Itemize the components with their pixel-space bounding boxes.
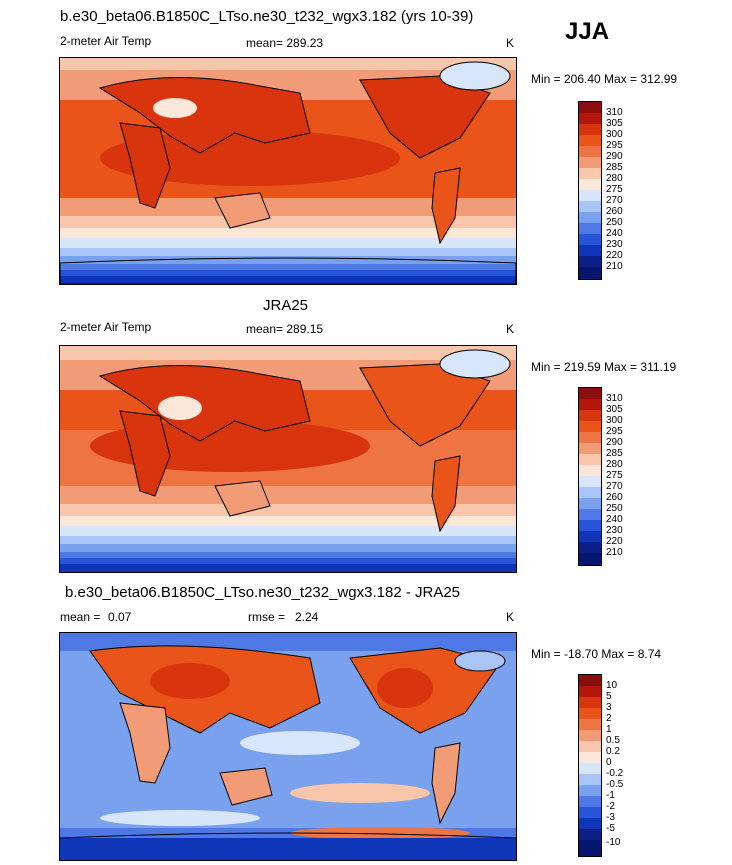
colorbar-tick: 300 bbox=[606, 415, 623, 426]
colorbar-tick: 220 bbox=[606, 536, 623, 547]
panel2-variable: 2-meter Air Temp bbox=[60, 320, 152, 334]
colorbar-tick: 305 bbox=[606, 404, 623, 415]
colorbar-tick: 260 bbox=[606, 206, 623, 217]
colorbar-tick: 275 bbox=[606, 184, 623, 195]
colorbar-tick: -0.2 bbox=[606, 768, 624, 779]
colorbar-tick: 310 bbox=[606, 393, 623, 404]
colorbar-tick: 0.5 bbox=[606, 735, 620, 746]
panel3-minmax: Min = -18.70 Max = 8.74 bbox=[531, 647, 662, 661]
colorbar-tick: 275 bbox=[606, 470, 623, 481]
panel2-colorbar bbox=[578, 387, 602, 566]
colorbar-tick: 285 bbox=[606, 162, 623, 173]
colorbar-tick: 220 bbox=[606, 250, 623, 261]
panel3-rmse-label: rmse = bbox=[248, 610, 286, 624]
panel3-map bbox=[59, 632, 517, 861]
colorbar-tick: 3 bbox=[606, 702, 612, 713]
panel1-minmax: Min = 206.40 Max = 312.99 bbox=[531, 72, 678, 86]
panel3-mean-label: mean = bbox=[60, 610, 101, 624]
colorbar-tick: 0.2 bbox=[606, 746, 620, 757]
panel1-map bbox=[59, 57, 517, 285]
colorbar-tick: 305 bbox=[606, 118, 623, 129]
colorbar-tick: -5 bbox=[606, 823, 615, 834]
colorbar-tick: 5 bbox=[606, 691, 612, 702]
colorbar-tick: 270 bbox=[606, 195, 623, 206]
panel3-title: b.e30_beta06.B1850C_LTso.ne30_t232_wgx3.… bbox=[65, 584, 461, 601]
colorbar-tick: 10 bbox=[606, 680, 618, 691]
colorbar-tick: 310 bbox=[606, 107, 623, 118]
colorbar-tick: 210 bbox=[606, 547, 623, 558]
panel2-units: K bbox=[506, 322, 515, 336]
panel1-colorbar bbox=[578, 101, 602, 280]
panel3-rmse-value: 2.24 bbox=[295, 610, 319, 624]
colorbar-tick: 300 bbox=[606, 129, 623, 140]
colorbar-tick: 260 bbox=[606, 492, 623, 503]
panel1-units: K bbox=[506, 36, 515, 50]
colorbar-tick: 230 bbox=[606, 525, 623, 536]
colorbar-tick: 290 bbox=[606, 151, 623, 162]
colorbar-tick: 210 bbox=[606, 261, 623, 272]
season-label: JJA bbox=[565, 18, 610, 45]
colorbar-tick: -2 bbox=[606, 801, 615, 812]
colorbar-tick: -1 bbox=[606, 790, 615, 801]
panel1-title: b.e30_beta06.B1850C_LTso.ne30_t232_wgx3.… bbox=[60, 8, 474, 25]
colorbar-tick: 230 bbox=[606, 239, 623, 250]
panel3-colorbar bbox=[578, 674, 602, 857]
colorbar-tick: 290 bbox=[606, 437, 623, 448]
panel1-mean: mean= 289.23 bbox=[246, 36, 324, 50]
colorbar-tick: -0.5 bbox=[606, 779, 624, 790]
panel2-map bbox=[59, 345, 517, 573]
colorbar-tick: 280 bbox=[606, 173, 623, 184]
colorbar-tick: -10 bbox=[606, 837, 621, 848]
colorbar-tick: 240 bbox=[606, 514, 623, 525]
colorbar-tick: 1 bbox=[606, 724, 612, 735]
colorbar-tick: 240 bbox=[606, 228, 623, 239]
colorbar-tick: 270 bbox=[606, 481, 623, 492]
panel2-mean: mean= 289.15 bbox=[246, 322, 324, 336]
panel3-mean-value: 0.07 bbox=[108, 610, 132, 624]
panel2-title: JRA25 bbox=[263, 297, 309, 314]
panel2-minmax: Min = 219.59 Max = 311.19 bbox=[531, 360, 677, 374]
colorbar-tick: 285 bbox=[606, 448, 623, 459]
colorbar-tick: 0 bbox=[606, 757, 612, 768]
colorbar-tick: 295 bbox=[606, 426, 623, 437]
colorbar-tick: 2 bbox=[606, 713, 612, 724]
colorbar-tick: 250 bbox=[606, 503, 623, 514]
panel3-units: K bbox=[506, 610, 515, 624]
colorbar-tick: 250 bbox=[606, 217, 623, 228]
panel1-variable: 2-meter Air Temp bbox=[60, 34, 152, 48]
colorbar-tick: 295 bbox=[606, 140, 623, 151]
colorbar-tick: 280 bbox=[606, 459, 623, 470]
colorbar-tick: -3 bbox=[606, 812, 615, 823]
